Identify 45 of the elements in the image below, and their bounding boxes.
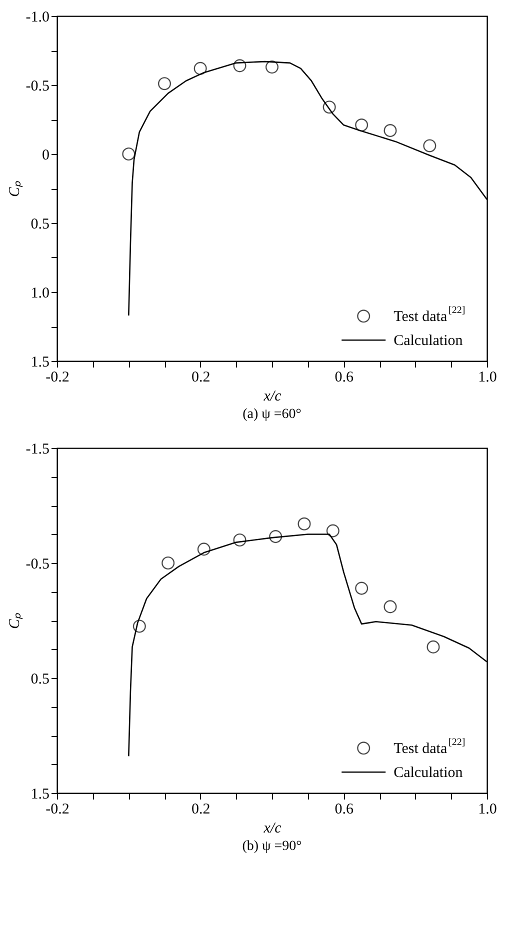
point: [132, 620, 146, 633]
point: [233, 59, 246, 72]
point: [322, 100, 336, 114]
text: (a) ψ =60°: [242, 407, 302, 422]
y-tick-label: 1.0: [30, 286, 50, 302]
point: [265, 60, 279, 74]
y-tick-label: -0.5: [26, 78, 50, 94]
x-axis-title: x/c: [262, 388, 282, 404]
point: [269, 530, 282, 544]
point: [355, 582, 368, 595]
point: [423, 139, 436, 152]
y-tick-label: 0.5: [30, 216, 50, 232]
x-tick-label: 1.0: [478, 370, 497, 386]
point: [298, 517, 311, 530]
y-tick-label: -1.5: [26, 442, 50, 458]
point: [326, 524, 340, 538]
x-tick-label: -0.2: [46, 370, 70, 386]
y-tick-label: 0: [42, 148, 50, 164]
point: [194, 62, 207, 75]
y-tick-label: 0.5: [30, 672, 50, 688]
point: [384, 124, 397, 138]
point: [162, 556, 175, 570]
y-axis-title: Cₚ: [6, 612, 23, 630]
y-axis-title: Cₚ: [6, 180, 23, 198]
x-tick-label: 1.0: [478, 802, 497, 818]
point: [384, 600, 397, 614]
point: [197, 542, 210, 556]
text: (b) ψ =90°: [242, 839, 302, 854]
x-axis-title: x/c: [262, 820, 282, 836]
y-tick-label: -1.0: [26, 10, 50, 26]
x-tick-label: 0.2: [191, 802, 210, 818]
x-tick-label: 0.2: [191, 370, 210, 386]
legend-label: Calculation: [394, 333, 464, 350]
point: [426, 640, 440, 654]
legend-label: Calculation: [394, 765, 464, 782]
y-tick-label: -0.5: [26, 556, 50, 572]
y-tick-label: 1.5: [30, 786, 50, 802]
x-tick-label: 0.6: [334, 370, 354, 386]
point: [122, 147, 136, 161]
point: [233, 533, 246, 547]
y-tick-label: 1.5: [30, 354, 50, 370]
x-tick-label: -0.2: [46, 802, 70, 818]
x-tick-label: 0.6: [334, 802, 354, 818]
point: [355, 118, 368, 132]
point: [158, 77, 172, 90]
